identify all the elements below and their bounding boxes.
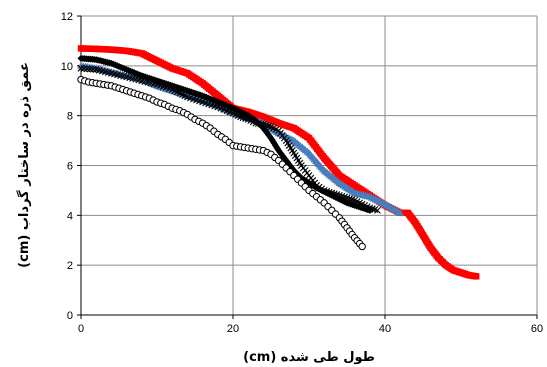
y-tick-label: 8 xyxy=(67,111,73,123)
y-tick-label: 2 xyxy=(67,260,73,272)
series-circle xyxy=(77,75,366,251)
tick-labels: 0 2 4 6 8 10 12 0 20 40 60 xyxy=(61,11,543,335)
data-point xyxy=(366,206,374,214)
data-point xyxy=(374,206,381,214)
data-point xyxy=(396,208,404,216)
data-point xyxy=(358,242,366,251)
x-tick-label: 20 xyxy=(227,323,239,335)
y-tick-label: 0 xyxy=(67,310,73,322)
y-axis-title: عمق ذره در ساختار گرداب (cm) xyxy=(16,62,32,268)
y-tick-label: 10 xyxy=(61,61,73,73)
data-point xyxy=(473,273,480,280)
x-tick-label: 40 xyxy=(379,323,391,335)
x-tick-label: 60 xyxy=(531,323,543,335)
series-diamond xyxy=(77,54,374,214)
x-tick-label: 0 xyxy=(78,323,84,335)
y-tick-label: 12 xyxy=(61,11,73,23)
x-axis-title: طول طی شده (cm) xyxy=(243,350,375,365)
y-tick-label: 4 xyxy=(67,210,73,222)
series-triangle xyxy=(77,61,404,216)
y-tick-label: 6 xyxy=(67,161,73,173)
series-layer xyxy=(77,45,480,280)
